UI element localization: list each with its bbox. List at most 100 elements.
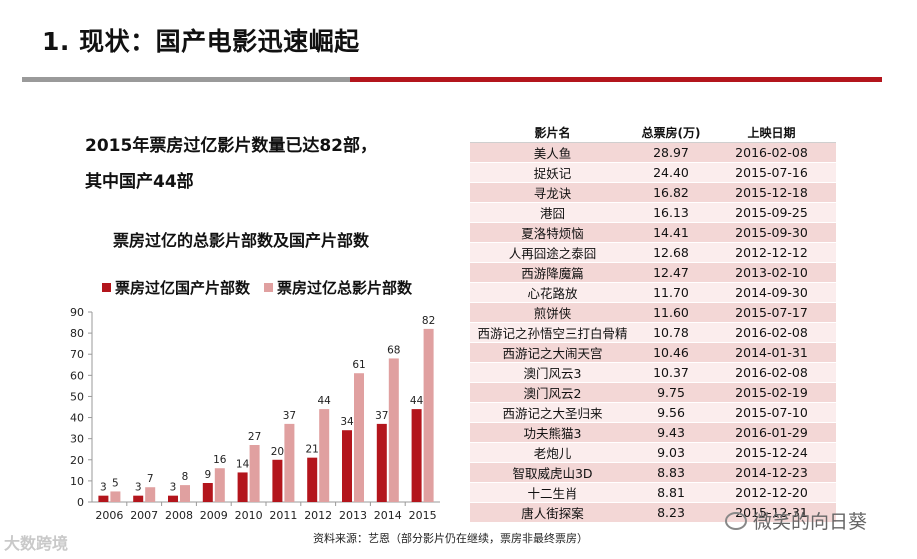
cell-gross: 10.37	[635, 362, 707, 383]
x-tick-label: 2011	[269, 509, 297, 522]
data-label-domestic: 9	[204, 469, 211, 481]
cell-gross: 11.60	[635, 302, 707, 323]
cell-date: 2016-02-08	[707, 322, 836, 343]
bar-domestic	[342, 430, 352, 502]
cell-date: 2015-12-24	[707, 442, 836, 463]
data-label-domestic: 3	[135, 482, 142, 494]
cell-date: 2016-02-08	[707, 362, 836, 383]
cell-film: 人再囧途之泰囧	[470, 242, 635, 263]
header-date: 上映日期	[707, 124, 836, 143]
bar-total	[354, 373, 364, 502]
data-label-domestic: 44	[410, 395, 424, 407]
table-row: 人再囧途之泰囧 12.68 2012-12-12	[470, 242, 836, 263]
x-tick-label: 2012	[304, 509, 332, 522]
y-tick-label: 20	[70, 454, 84, 467]
data-label-domestic: 3	[170, 482, 177, 494]
data-label-total: 37	[283, 410, 296, 422]
cell-gross: 28.97	[635, 142, 707, 163]
x-tick-label: 2009	[200, 509, 228, 522]
cell-film: 澳门风云2	[470, 382, 635, 403]
cell-gross: 14.41	[635, 222, 707, 243]
cell-gross: 9.75	[635, 382, 707, 403]
table-row: 智取威虎山3D 8.83 2014-12-23	[470, 462, 836, 483]
watermark-right-text: 微笑的向日葵	[753, 511, 868, 533]
table-header-row: 影片名 总票房(万) 上映日期	[470, 124, 836, 143]
y-tick-label: 10	[70, 475, 84, 488]
chart-legend: 票房过亿国产片部数 票房过亿总影片部数	[102, 277, 426, 298]
data-label-total: 7	[147, 473, 154, 485]
cell-date: 2015-07-10	[707, 402, 836, 423]
cell-gross: 9.43	[635, 422, 707, 443]
data-label-total: 16	[213, 454, 227, 466]
cell-gross: 8.81	[635, 482, 707, 503]
data-label-domestic: 3	[100, 482, 107, 494]
cell-film: 西游记之大圣归来	[470, 402, 635, 423]
y-tick-label: 60	[70, 369, 84, 382]
cell-date: 2016-01-29	[707, 422, 836, 443]
headline-line-2: 其中国产44部	[85, 172, 194, 192]
legend-swatch-domestic	[102, 283, 111, 292]
table-row: 老炮儿 9.03 2015-12-24	[470, 442, 836, 463]
bar-domestic	[202, 483, 213, 502]
data-label-domestic: 20	[271, 446, 284, 458]
table-row: 十二生肖 8.81 2012-12-20	[470, 482, 836, 503]
bar-domestic	[133, 495, 144, 502]
data-label-domestic: 21	[306, 444, 319, 456]
cell-film: 西游降魔篇	[470, 262, 635, 283]
cell-film: 夏洛特烦恼	[470, 222, 635, 243]
data-label-domestic: 14	[236, 458, 250, 470]
bar-total	[284, 423, 295, 502]
slide-title: 1. 现状：国产电影迅速崛起	[42, 27, 360, 56]
bar-domestic	[307, 457, 318, 502]
table-row: 唐人街探案 8.23 2015-12-31	[470, 502, 836, 523]
x-tick-label: 2015	[409, 509, 437, 522]
y-tick-label: 50	[70, 390, 84, 403]
bar-total	[214, 468, 225, 502]
bar-domestic	[272, 459, 283, 502]
cell-date: 2015-07-16	[707, 162, 836, 183]
cell-film: 唐人街探案	[470, 502, 635, 523]
data-label-domestic: 37	[375, 410, 388, 422]
cell-date: 2012-12-20	[707, 482, 836, 503]
table-row: 寻龙诀 16.82 2015-12-18	[470, 182, 836, 203]
cell-film: 寻龙诀	[470, 182, 635, 203]
y-tick-label: 80	[70, 327, 84, 340]
cell-date: 2015-09-30	[707, 222, 836, 243]
cell-film: 澳门风云3	[470, 362, 635, 383]
data-label-total: 68	[387, 344, 400, 356]
bar-total	[319, 409, 330, 502]
data-label-total: 61	[352, 359, 365, 371]
y-tick-label: 90	[70, 306, 84, 319]
cell-film: 港囧	[470, 202, 635, 223]
legend-label-domestic: 票房过亿国产片部数	[115, 279, 251, 297]
bar-domestic	[237, 472, 248, 502]
headline: 2015年票房过亿影片数量已达82部， 其中国产44部	[85, 128, 377, 200]
title-rule-red	[350, 77, 882, 82]
data-label-total: 5	[112, 477, 119, 489]
table-row: 功夫熊猫3 9.43 2016-01-29	[470, 422, 836, 443]
bar-domestic	[168, 495, 178, 502]
table-row: 西游记之孙悟空三打白骨精 10.78 2016-02-08	[470, 322, 836, 343]
x-tick-label: 2010	[235, 509, 263, 522]
cell-date: 2015-09-25	[707, 202, 836, 223]
table-row: 港囧 16.13 2015-09-25	[470, 202, 836, 223]
bar-total	[145, 487, 156, 502]
bar-domestic	[376, 423, 387, 502]
bar-total	[423, 328, 434, 502]
data-label-total: 27	[248, 431, 261, 443]
cell-gross: 8.83	[635, 462, 707, 483]
cell-date: 2013-02-10	[707, 262, 836, 283]
cell-gross: 11.70	[635, 282, 707, 303]
cell-gross: 9.56	[635, 402, 707, 423]
table-row: 西游记之大圣归来 9.56 2015-07-10	[470, 402, 836, 423]
bar-domestic	[411, 409, 422, 502]
cell-date: 2015-02-19	[707, 382, 836, 403]
table-row: 澳门风云2 9.75 2015-02-19	[470, 382, 836, 403]
title-rule-grey	[22, 77, 350, 82]
cell-date: 2012-12-12	[707, 242, 836, 263]
source-note: 资料来源：艺恩（部分影片仍在继续，票房非最终票房）	[313, 532, 588, 545]
box-office-table: 影片名 总票房(万) 上映日期 美人鱼 28.97 2016-02-08 捉妖记 24.…	[470, 124, 836, 523]
table-row: 澳门风云3 10.37 2016-02-08	[470, 362, 836, 383]
cell-film: 西游记之大闹天宫	[470, 342, 635, 363]
